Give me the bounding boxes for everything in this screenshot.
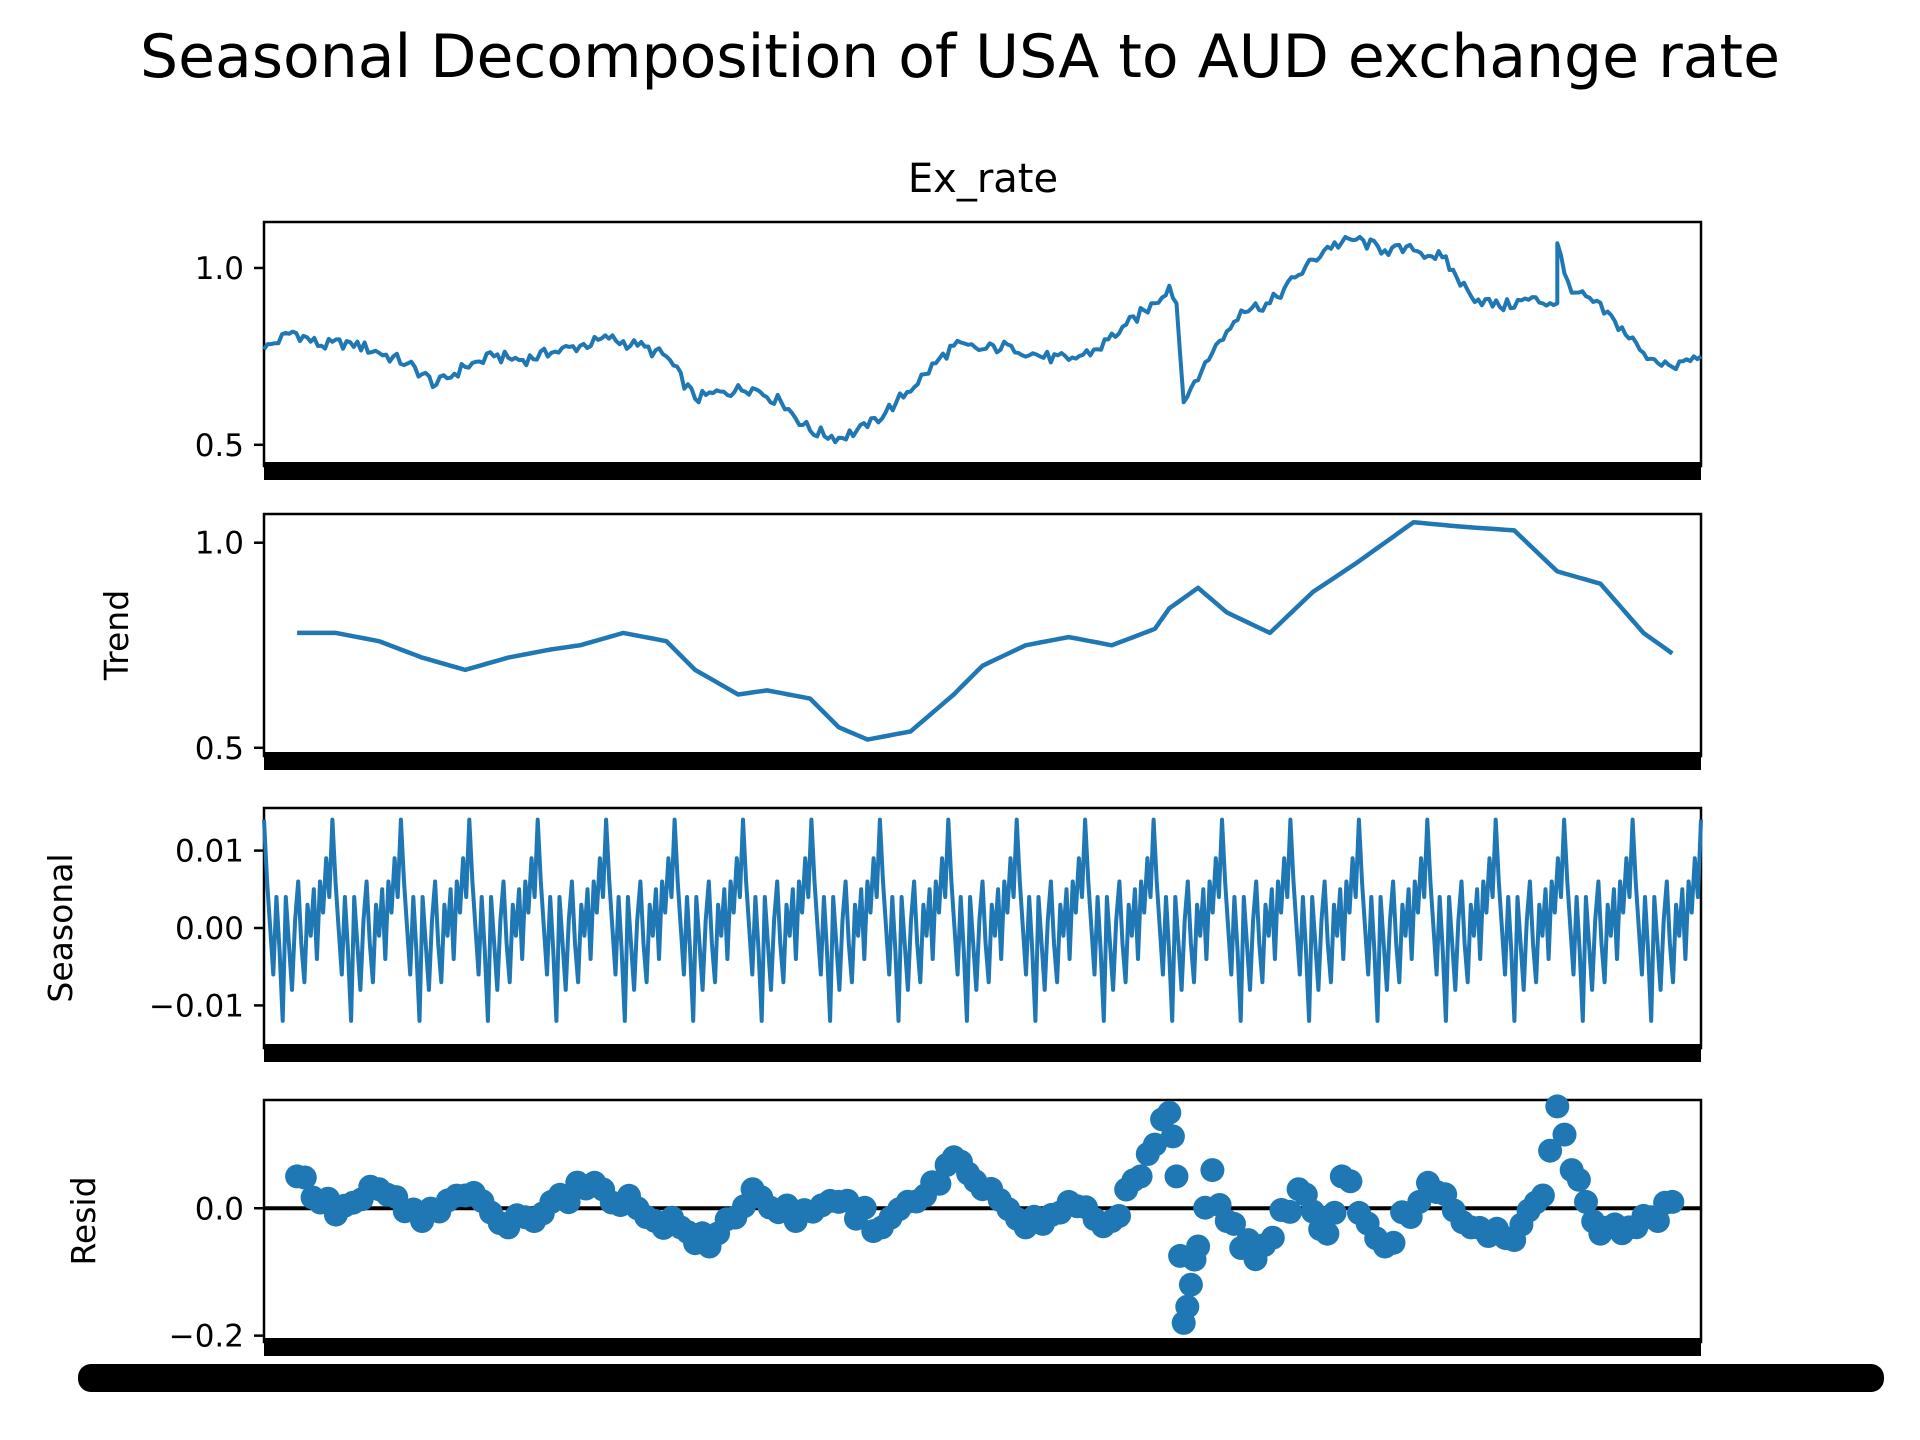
series-line [297, 519, 1674, 742]
x-tick-band [264, 752, 1701, 770]
resid-point [1107, 1204, 1131, 1228]
y-axis-label: Resid [64, 1176, 103, 1265]
y-tick-label: 1.0 [195, 526, 244, 562]
resid-point [1178, 1272, 1203, 1297]
y-tick-label: −0.01 [149, 988, 244, 1024]
resid-point [1278, 1199, 1302, 1224]
resid-point [1315, 1221, 1340, 1246]
panel-frame [262, 512, 1703, 758]
resid-point [1574, 1189, 1598, 1214]
resid-point [1222, 1211, 1246, 1236]
y-tick-label: 0.5 [195, 428, 244, 464]
x-axis-bar [78, 1364, 1884, 1392]
series-line [262, 817, 1703, 1023]
panel-1: 0.5 1.0 Trend [97, 512, 1703, 770]
x-tick-band [264, 1338, 1701, 1356]
resid-point [1545, 1094, 1570, 1119]
resid-point [1260, 1225, 1285, 1250]
y-tick-label: 0.0 [195, 1191, 244, 1227]
resid-point [1660, 1189, 1685, 1214]
resid-point [1142, 1132, 1167, 1157]
panel-0: 0.5 1.0 [195, 220, 1703, 480]
panel-frame [262, 220, 1703, 468]
resid-point [1175, 1294, 1200, 1319]
resid-point [1200, 1158, 1225, 1183]
resid-point [1381, 1230, 1406, 1255]
resid-point [1552, 1122, 1577, 1147]
subplot-panels: 0.51.00.51.0Trend−0.010.000.01Seasonal−0… [41, 220, 1703, 1356]
x-tick-band [264, 1044, 1701, 1062]
y-tick-label: −0.2 [169, 1319, 244, 1355]
panel-title-ex-rate: Ex_rate [908, 156, 1058, 202]
resid-point [1157, 1100, 1182, 1125]
resid-point [292, 1165, 317, 1190]
resid-point [1566, 1167, 1591, 1192]
resid-point [1186, 1234, 1211, 1259]
page-title: Seasonal Decomposition of USA to AUD exc… [139, 22, 1780, 92]
resid-point [1338, 1169, 1363, 1194]
y-tick-label: 1.0 [195, 251, 244, 287]
y-tick-label: 0.01 [175, 834, 244, 870]
x-tick-band [264, 462, 1701, 480]
series-line [262, 234, 1703, 445]
resid-point [1164, 1164, 1189, 1189]
y-tick-label: 0.00 [175, 911, 244, 947]
panel-3: −0.2 0.0 Resid [64, 1094, 1703, 1356]
resid-point [1538, 1138, 1563, 1163]
resid-point [852, 1195, 877, 1220]
resid-point [1645, 1209, 1670, 1233]
y-axis-label: Trend [97, 590, 136, 681]
resid-point [1160, 1124, 1185, 1149]
y-axis-label: Seasonal [41, 853, 80, 1002]
panel-2: −0.01 0.00 0.01 Seasonal [41, 806, 1703, 1062]
resid-point [1322, 1200, 1347, 1225]
resid-point [556, 1190, 581, 1215]
resid-point [927, 1171, 952, 1196]
resid-point [1530, 1183, 1555, 1208]
y-tick-label: 0.5 [195, 731, 244, 767]
resid-point [1128, 1164, 1153, 1189]
